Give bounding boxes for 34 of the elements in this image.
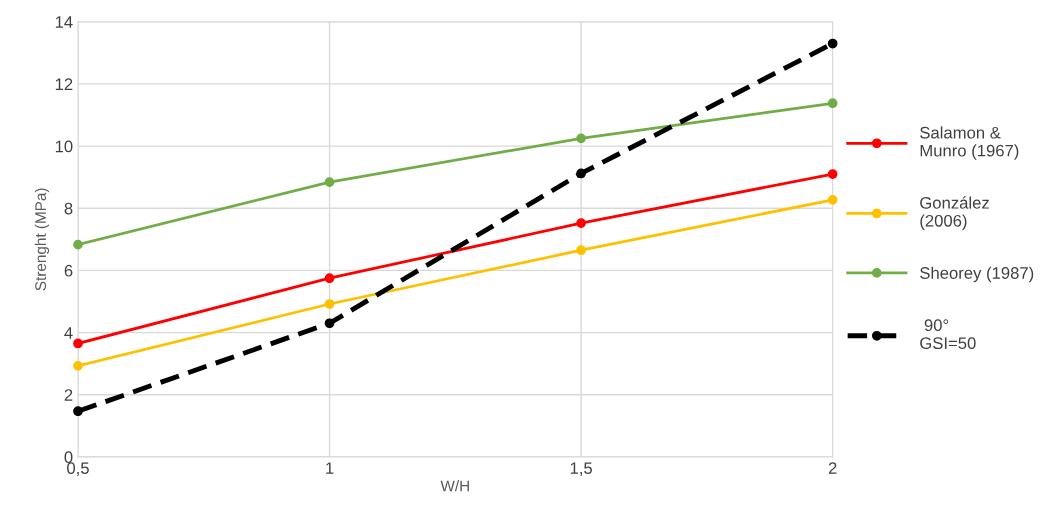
point — [324, 318, 335, 329]
x-tick-label: 2 — [828, 462, 837, 474]
legend-label: Sheorey (1987) — [920, 266, 1034, 283]
legend-label: Salamon & Munro (1967) — [920, 126, 1019, 160]
point — [73, 338, 83, 349]
legend-label: 90° GSI=50 — [920, 319, 976, 350]
point — [827, 169, 838, 179]
y-axis-title: Strenght (MPa) — [34, 188, 50, 291]
point — [576, 133, 586, 144]
point — [827, 98, 838, 109]
point — [827, 195, 838, 205]
y-tick-label: 12 — [55, 78, 73, 90]
point — [576, 168, 586, 179]
point — [324, 273, 335, 284]
point — [73, 406, 83, 417]
legend-label: González (2006) — [920, 196, 989, 230]
x-tick-label: 0,5 — [67, 462, 89, 476]
y-tick-label: 8 — [64, 202, 73, 215]
point — [827, 38, 838, 49]
x-tick-label: 1 — [326, 462, 334, 474]
x-axis-title: W/H — [440, 480, 469, 492]
point — [73, 360, 83, 371]
y-tick-label: 0 — [64, 451, 73, 464]
x-tick-label: 1,5 — [570, 462, 592, 476]
y-tick-label: 6 — [64, 264, 73, 277]
y-tick-label: 2 — [64, 389, 73, 401]
y-tick-label: 4 — [64, 327, 73, 339]
point — [73, 239, 83, 250]
point — [576, 218, 586, 229]
point — [576, 245, 586, 256]
y-tick-label: 14 — [55, 16, 73, 28]
y-tick-label: 10 — [55, 140, 73, 153]
point — [324, 177, 335, 188]
point — [324, 299, 335, 309]
